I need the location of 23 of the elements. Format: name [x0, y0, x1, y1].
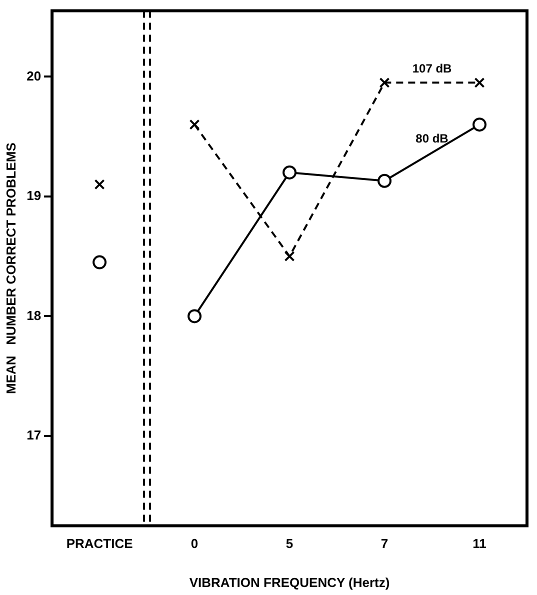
point [92, 255, 107, 270]
point [94, 179, 105, 190]
series-label: 107 dB [412, 62, 452, 76]
x-tick-label: PRACTICE [66, 536, 134, 552]
x-axis-title: VIBRATION FREQUENCY (Hertz) [189, 574, 390, 590]
x-tick-label: 11 [472, 536, 486, 552]
x-tick-label: 0 [190, 536, 198, 552]
point [378, 174, 392, 188]
point [474, 77, 485, 88]
point [284, 251, 295, 262]
y-tick-label: 20 [26, 68, 42, 84]
y-tick-label: 19 [26, 188, 42, 204]
y-tick-label: 17 [26, 428, 42, 443]
y-tick-label: 18 [26, 308, 42, 323]
series-label: 80 dB [416, 132, 449, 146]
point [282, 165, 297, 180]
point [188, 309, 202, 324]
point [189, 119, 200, 130]
x-tick-label: 7 [380, 536, 388, 552]
point [472, 118, 487, 132]
point [379, 77, 390, 88]
x-tick-label: 5 [286, 536, 294, 552]
y-axis-title: MEAN NUMBER CORRECT PROBLEMS [3, 142, 18, 394]
